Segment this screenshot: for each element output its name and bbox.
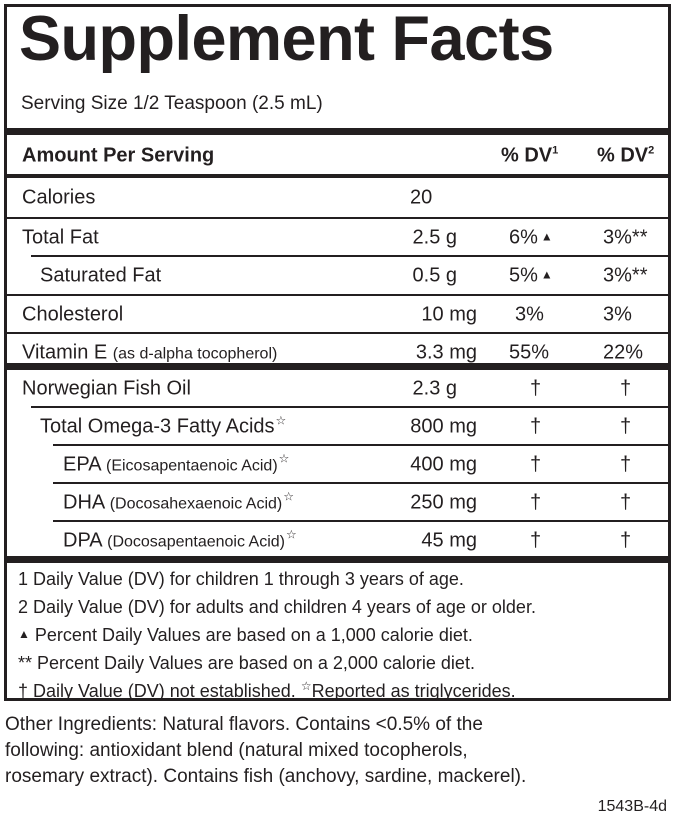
ingredient-amount: 45 mg [421, 529, 477, 552]
ingredient-amount: 250 mg [410, 491, 477, 514]
footnote-1: 1 Daily Value (DV) for children 1 throug… [18, 569, 464, 589]
other-ingredients-line: Other Ingredients: Natural flavors. Cont… [5, 714, 483, 735]
nutrient-row-saturated-fat: Saturated Fat 0.5 g 5% ▲ 3%** [7, 257, 668, 295]
star-icon: ☆ [275, 413, 287, 428]
triangle-icon: ▲ [18, 627, 30, 641]
footnote-5: † Daily Value (DV) not established. ☆Rep… [18, 679, 516, 701]
nutrient-dv1: 5% ▲ [509, 264, 553, 287]
serving-size: Serving Size 1/2 Teaspoon (2.5 mL) [21, 93, 323, 114]
other-ingredients-line: rosemary extract). Contains fish (anchov… [5, 766, 527, 787]
dagger-icon: † [530, 415, 542, 438]
ingredient-row-omega3: Total Omega-3 Fatty Acids☆ 800 mg † † [7, 408, 668, 446]
row-divider [7, 294, 668, 296]
nutrient-dv1: 55% [509, 341, 550, 364]
triangle-icon: ▲ [540, 229, 553, 244]
nutrient-dv2: 3%** [603, 226, 648, 249]
ingredient-amount: 400 mg [410, 453, 477, 476]
nutrient-amount: 0.5 g [412, 264, 457, 287]
amount-per-serving-header: Amount Per Serving [22, 144, 215, 167]
star-icon: ☆ [286, 527, 297, 542]
dagger-icon: † [530, 491, 542, 514]
row-divider [7, 217, 668, 219]
divider-thick [7, 556, 668, 563]
row-divider [31, 406, 668, 408]
nutrient-name: Total Fat [22, 226, 99, 249]
nutrient-name: Saturated Fat [40, 264, 162, 287]
row-divider [31, 255, 668, 257]
footnote-3: ▲ Percent Daily Values are based on a 1,… [18, 625, 473, 645]
dagger-icon: † [620, 453, 632, 476]
row-divider [53, 482, 668, 484]
ingredient-row-fish-oil: Norwegian Fish Oil 2.3 g † † [7, 370, 668, 408]
dagger-icon: † [620, 491, 632, 514]
row-divider [7, 332, 668, 334]
star-icon: ☆ [283, 489, 294, 504]
ingredient-name: DPA (Docosapentaenoic Acid)☆ [63, 527, 297, 552]
ingredient-amount: 2.3 g [412, 377, 457, 400]
footnote-4: ** Percent Daily Values are based on a 2… [18, 653, 475, 673]
ingredient-name: EPA (Eicosapentaenoic Acid)☆ [63, 451, 290, 476]
dagger-icon: † [530, 453, 542, 476]
nutrient-row-vitamin-e: Vitamin E (as d-alpha tocopherol) 3.3 mg… [7, 334, 668, 372]
dagger-icon: † [530, 529, 542, 552]
nutrient-dv1: 3% [515, 303, 544, 326]
column-header-row: Amount Per Serving % DV1 % DV2 [7, 137, 668, 175]
nutrient-dv2: 22% [603, 341, 644, 364]
nutrient-name: Vitamin E (as d-alpha tocopherol) [22, 341, 278, 364]
nutrient-dv1: 6% ▲ [509, 226, 553, 249]
star-icon: ☆ [300, 679, 312, 693]
ingredient-row-dpa: DPA (Docosapentaenoic Acid)☆ 45 mg † † [7, 522, 668, 560]
ingredient-row-epa: EPA (Eicosapentaenoic Acid)☆ 400 mg † † [7, 446, 668, 484]
divider-thick [7, 363, 668, 370]
dagger-icon: † [620, 377, 632, 400]
nutrient-row-cholesterol: Cholesterol 10 mg 3% 3% [7, 296, 668, 334]
dagger-icon: † [530, 377, 542, 400]
nutrient-amount: 3.3 mg [415, 341, 477, 364]
nutrient-amount: 20 [410, 186, 433, 209]
nutrient-dv2: 3% [603, 303, 632, 326]
divider-medium [7, 174, 668, 178]
other-ingredients-line: following: antioxidant blend (natural mi… [5, 740, 468, 761]
row-divider [53, 444, 668, 446]
ingredient-row-dha: DHA (Docosahexaenoic Acid)☆ 250 mg † † [7, 484, 668, 522]
ingredient-amount: 800 mg [410, 415, 477, 438]
nutrient-amount: 2.5 g [412, 226, 457, 249]
star-icon: ☆ [278, 451, 290, 466]
nutrient-dv2: 3%** [603, 264, 648, 287]
dv2-header: % DV2 [597, 144, 655, 167]
nutrient-name: Cholesterol [22, 303, 124, 326]
dv1-header: % DV1 [501, 144, 559, 167]
footnote-2: 2 Daily Value (DV) for adults and childr… [18, 597, 536, 617]
ingredient-name: DHA (Docosahexaenoic Acid)☆ [63, 489, 294, 514]
nutrient-row-calories: Calories 20 [7, 179, 668, 217]
ingredient-name: Total Omega-3 Fatty Acids☆ [40, 413, 287, 438]
nutrient-row-total-fat: Total Fat 2.5 g 6% ▲ 3%** [7, 219, 668, 257]
triangle-icon: ▲ [540, 267, 553, 282]
ingredient-name: Norwegian Fish Oil [22, 377, 191, 400]
other-ingredients: Other Ingredients: Natural flavors. Cont… [5, 712, 675, 790]
dagger-icon: † [620, 415, 632, 438]
supplement-facts-panel: Supplement Facts Serving Size 1/2 Teaspo… [4, 4, 671, 701]
divider-thick [7, 128, 668, 135]
row-divider [53, 520, 668, 522]
nutrient-name: Calories [22, 186, 96, 209]
dagger-icon: † [620, 529, 632, 552]
panel-title: Supplement Facts [19, 4, 554, 74]
nutrient-amount: 10 mg [421, 303, 477, 326]
product-code: 1543B-4d [597, 798, 667, 815]
